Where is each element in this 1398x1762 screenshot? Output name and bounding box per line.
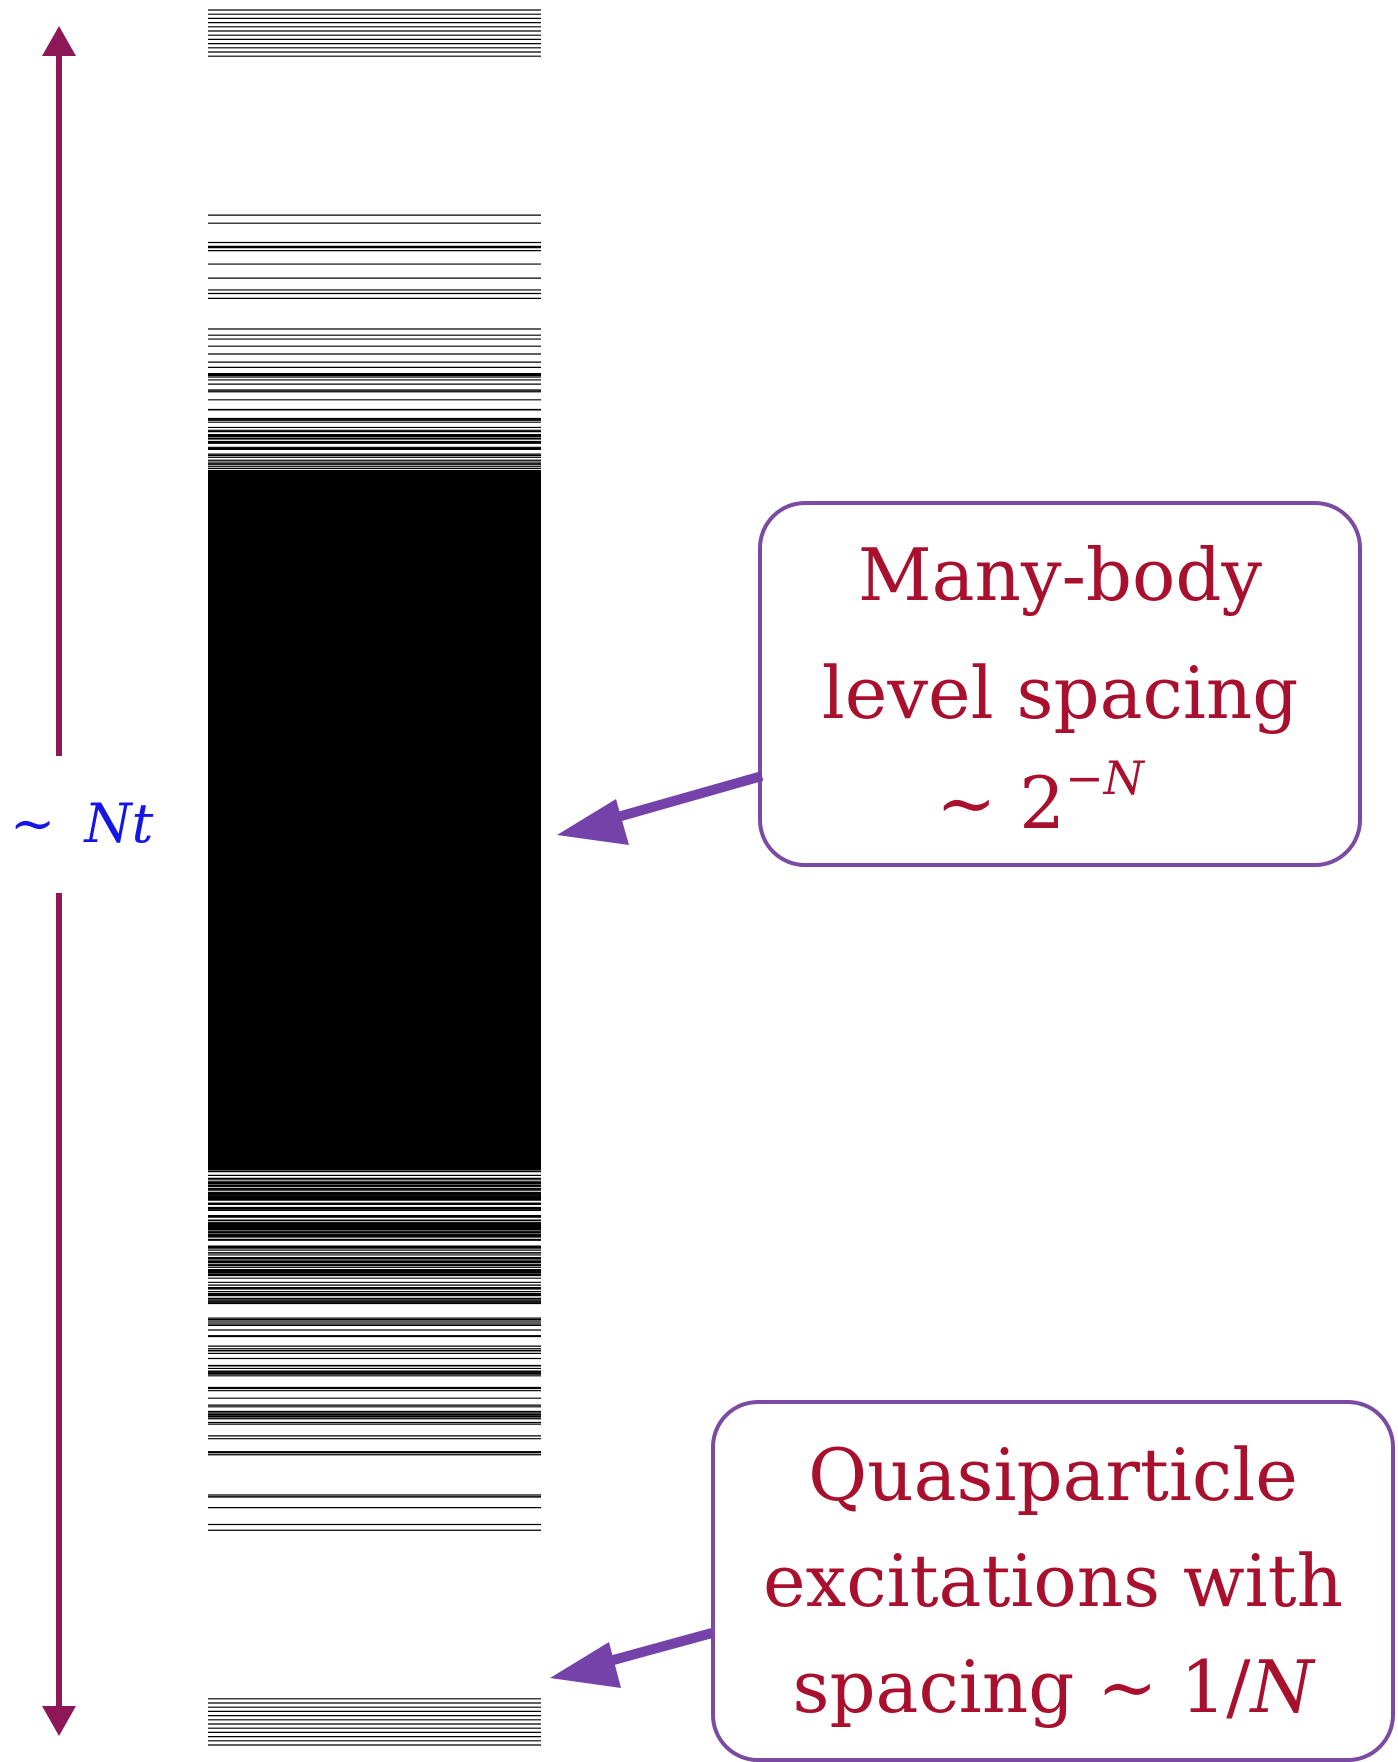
range-label-prefix: ∼ [10, 792, 55, 855]
quasiparticle-callout: Quasiparticle excitations with spacing ∼… [711, 1400, 1395, 1762]
range-arrow-top-head [42, 26, 76, 56]
quasiparticle-callout-box [711, 1400, 1395, 1762]
range-arrow-bottom-head [42, 1706, 76, 1736]
many-body-pointer-head [557, 799, 629, 845]
many-body-pointer-shaft [598, 771, 764, 827]
many-body-callout-box [758, 501, 1362, 867]
quasiparticle-pointer-arrow [550, 1628, 714, 1688]
many-body-line3-prefix: ∼ 2 [936, 761, 1065, 845]
energy-levels [208, 9, 541, 1746]
many-body-line3-exponent: −N [1065, 751, 1146, 805]
many-body-pointer-arrow [557, 771, 764, 845]
quasiparticle-line2: excitations with [763, 1539, 1343, 1623]
energy-range-arrow [42, 26, 76, 1736]
many-body-line2: level spacing [822, 651, 1299, 735]
many-body-callout: Many-body level spacing ∼ 2−N [758, 501, 1362, 867]
quasiparticle-pointer-shaft [593, 1628, 714, 1670]
quasiparticle-line1: Quasiparticle [808, 1433, 1298, 1517]
many-body-line3: ∼ 2−N [936, 751, 1146, 845]
range-label-value: Nt [82, 792, 153, 855]
quasiparticle-line3: spacing ∼ 1/N [793, 1645, 1317, 1729]
quasiparticle-line3-prefix: spacing ∼ 1/ [793, 1645, 1252, 1729]
quasiparticle-line3-var: N [1248, 1645, 1316, 1729]
many-body-line1: Many-body [858, 533, 1263, 617]
energy-range-label: ∼ Nt [10, 792, 154, 855]
quasiparticle-pointer-head [550, 1642, 621, 1688]
